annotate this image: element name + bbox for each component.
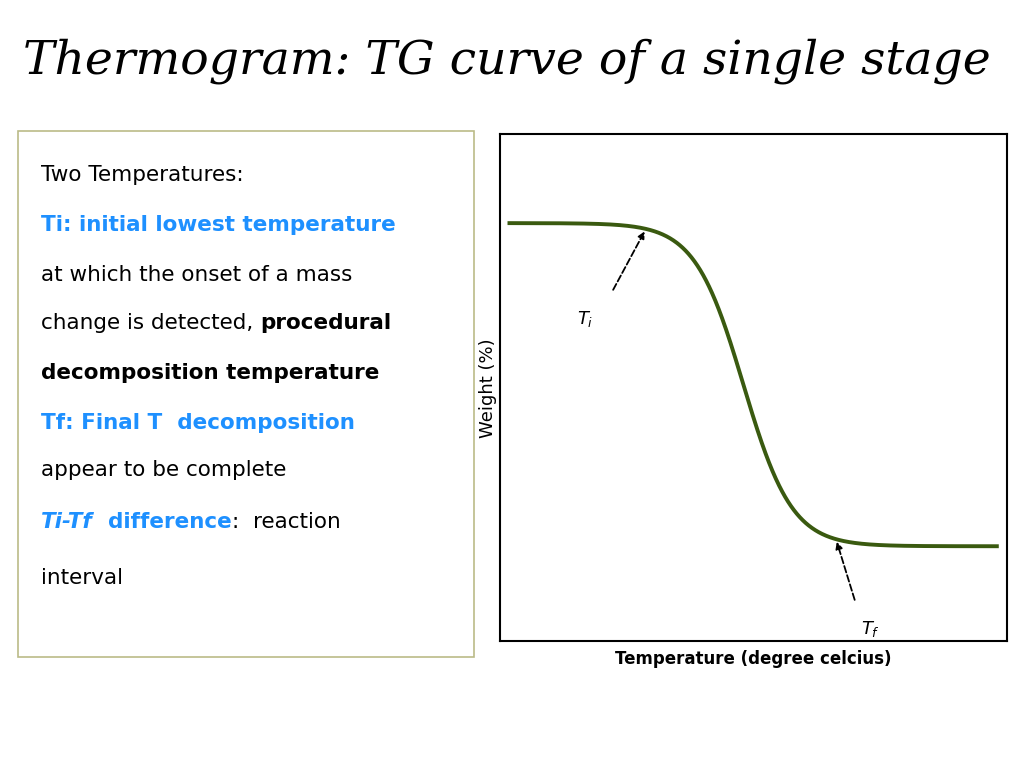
Text: Ti: initial lowest temperature: Ti: initial lowest temperature <box>41 215 396 235</box>
Text: Tf: Final T  decomposition: Tf: Final T decomposition <box>41 412 355 432</box>
Text: difference: difference <box>93 512 231 532</box>
Text: decomposition temperature: decomposition temperature <box>41 362 380 382</box>
Text: interval: interval <box>41 568 123 588</box>
Text: appear to be complete: appear to be complete <box>41 460 287 480</box>
Text: change is detected,: change is detected, <box>41 313 260 333</box>
Text: $T_i$: $T_i$ <box>577 309 593 329</box>
Text: Two Temperatures:: Two Temperatures: <box>41 165 244 185</box>
Text: procedural: procedural <box>260 313 391 333</box>
X-axis label: Temperature (degree celcius): Temperature (degree celcius) <box>614 650 892 667</box>
Text: Thermogram: TG curve of a single stage: Thermogram: TG curve of a single stage <box>23 38 990 84</box>
Text: $T_f$: $T_f$ <box>860 619 880 639</box>
Y-axis label: Weight (%): Weight (%) <box>479 338 497 438</box>
Text: :  reaction: : reaction <box>231 512 340 532</box>
Text: Ti-Tf: Ti-Tf <box>41 512 93 532</box>
Text: at which the onset of a mass: at which the onset of a mass <box>41 265 352 285</box>
